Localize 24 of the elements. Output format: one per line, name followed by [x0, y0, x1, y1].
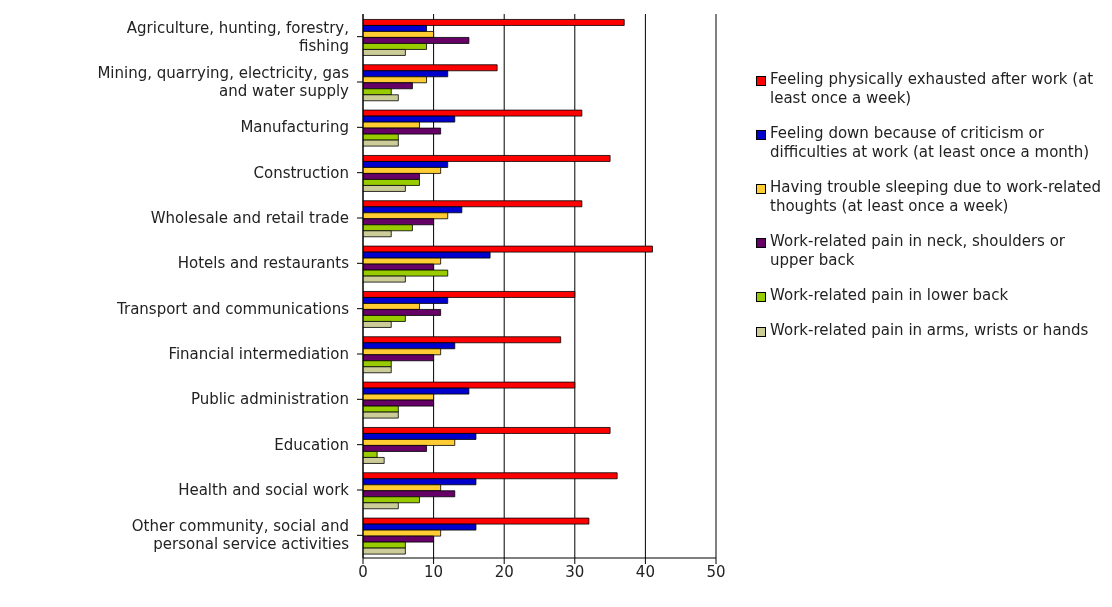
x-tick-label: 30	[565, 562, 585, 581]
y-tick-label: Education	[274, 435, 349, 454]
x-tick-label: 20	[494, 562, 514, 581]
y-tick-label: Agriculture, hunting, forestry, fishing	[126, 18, 349, 55]
y-tick-label: Public administration	[190, 389, 349, 408]
x-tick-label: 50	[706, 562, 726, 581]
x-tick-label: 0	[358, 562, 368, 581]
y-tick-label: Wholesale and retail trade	[150, 208, 349, 227]
y-tick-label: Hotels and restaurants	[177, 253, 350, 272]
legend-label: Feeling physically exhausted after work (at least once a week)	[770, 70, 1095, 108]
y-tick-label: Other community, social and personal service activities	[131, 516, 350, 553]
y-tick-label: Manufacturing	[240, 117, 349, 136]
y-tick-label: Construction	[253, 163, 349, 182]
y-tick-label: Financial intermediation	[168, 344, 349, 363]
legend-label: Work-related pain in neck, shoulders or upper back	[770, 232, 1067, 270]
legend-label: Feeling down because of criticism or difficulties at work (at least once a month)	[770, 124, 1091, 162]
x-tick-label: 40	[635, 562, 655, 581]
legend-label: Work-related pain in lower back	[770, 286, 1009, 305]
y-tick-label: Health and social work	[178, 480, 350, 499]
y-tick-label: Transport and communications	[116, 299, 350, 318]
legend-label: Work-related pain in arms, wrists or hands	[770, 321, 1089, 340]
legend-label: Having trouble sleeping due to work-related thoughts (at least once a week)	[770, 178, 1102, 216]
y-tick-label: Mining, quarrying, electricity, gas and water supply	[97, 63, 350, 100]
x-tick-label: 10	[424, 562, 444, 581]
